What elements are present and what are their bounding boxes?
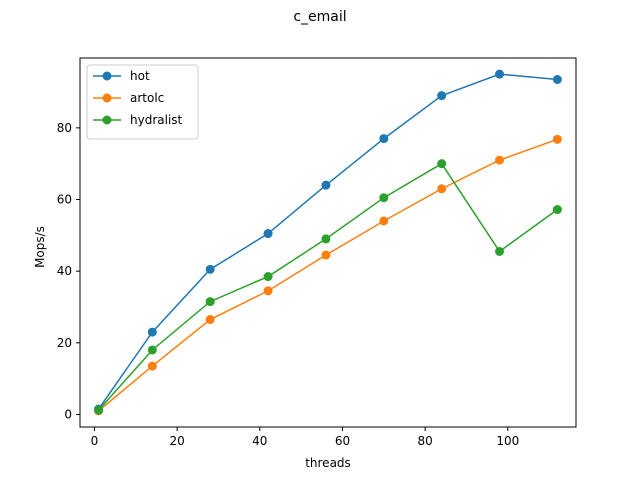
data-point bbox=[321, 250, 331, 260]
y-tick-label: 40 bbox=[57, 264, 72, 278]
data-point bbox=[379, 134, 389, 144]
y-tick-label: 0 bbox=[64, 407, 72, 421]
legend-entry: hot bbox=[93, 69, 150, 83]
data-point bbox=[437, 91, 447, 101]
y-tick-label: 20 bbox=[57, 336, 72, 350]
y-tick-label: 80 bbox=[57, 121, 72, 135]
plot-frame bbox=[79, 57, 577, 428]
data-point bbox=[205, 315, 215, 325]
series-artolc bbox=[94, 134, 562, 416]
series-line bbox=[98, 138, 558, 412]
legend-marker bbox=[102, 71, 112, 81]
legend-label: artolc bbox=[130, 91, 164, 105]
x-tick-label: 40 bbox=[252, 434, 267, 448]
x-tick-label: 60 bbox=[335, 434, 350, 448]
data-point bbox=[379, 193, 389, 203]
legend-label: hydralist bbox=[130, 113, 183, 127]
x-axis-label: threads bbox=[305, 456, 351, 470]
data-point bbox=[147, 345, 157, 355]
legend-entry: hydralist bbox=[93, 113, 183, 127]
data-point bbox=[205, 264, 215, 274]
legend-marker bbox=[102, 115, 112, 125]
data-point bbox=[321, 180, 331, 190]
legend-entry: artolc bbox=[93, 91, 164, 105]
data-point bbox=[437, 159, 447, 169]
data-point bbox=[552, 205, 562, 215]
data-point bbox=[495, 155, 505, 165]
chart-title: c_email bbox=[293, 9, 346, 25]
series-hydralist bbox=[94, 159, 562, 415]
x-tick-label: 0 bbox=[91, 434, 99, 448]
data-point bbox=[94, 405, 104, 415]
data-point bbox=[495, 69, 505, 79]
data-point bbox=[147, 361, 157, 371]
y-tick-label: 60 bbox=[57, 193, 72, 207]
legend-marker bbox=[102, 93, 112, 103]
data-point bbox=[147, 327, 157, 337]
data-point bbox=[263, 272, 273, 282]
data-point bbox=[263, 286, 273, 296]
legend-label: hot bbox=[130, 69, 150, 83]
series-layer bbox=[94, 69, 562, 416]
data-point bbox=[437, 184, 447, 194]
data-point bbox=[205, 297, 215, 307]
y-axis-label: Mops/s bbox=[33, 226, 47, 268]
y-axis: 0 20 40 60 80 bbox=[57, 121, 80, 421]
data-point bbox=[379, 216, 389, 226]
legend: hot artolc hydralist bbox=[86, 64, 199, 140]
data-point bbox=[263, 229, 273, 239]
x-tick-label: 80 bbox=[417, 434, 432, 448]
plot-area bbox=[79, 57, 577, 428]
x-axis: 0 20 40 60 80 100 bbox=[91, 427, 519, 448]
series-line bbox=[98, 162, 558, 411]
data-point bbox=[495, 246, 505, 256]
x-tick-label: 100 bbox=[496, 434, 519, 448]
data-point bbox=[321, 234, 331, 244]
data-point bbox=[552, 134, 562, 144]
x-tick-label: 20 bbox=[169, 434, 184, 448]
data-point bbox=[552, 74, 562, 84]
